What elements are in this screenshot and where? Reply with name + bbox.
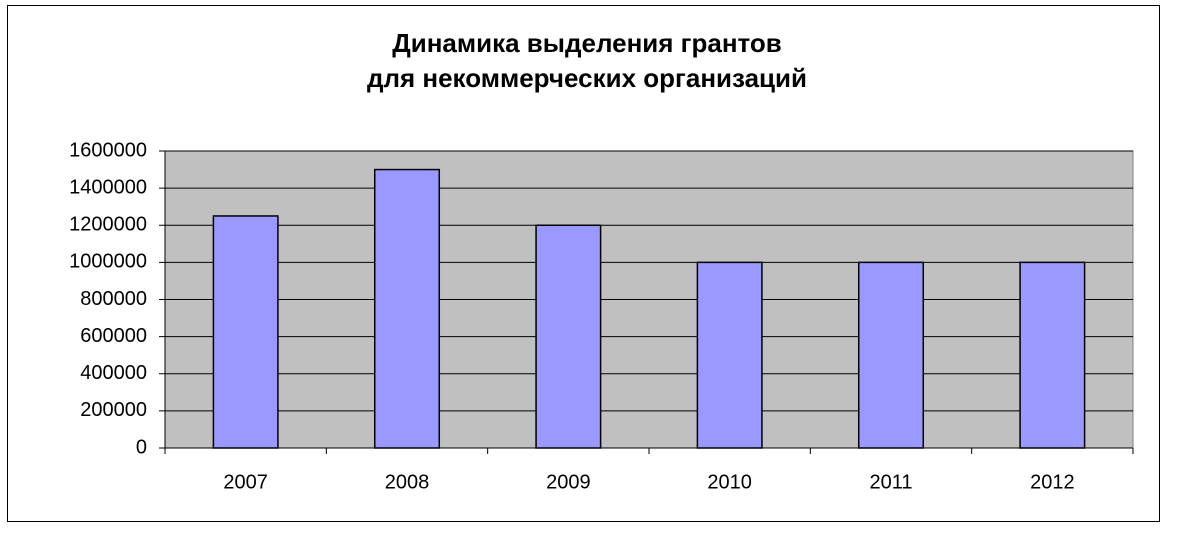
y-tick-label: 0 [136,436,147,458]
x-tick-label: 2011 [869,471,912,493]
y-tick-label: 800000 [80,288,147,310]
y-tick-label: 600000 [80,325,147,347]
chart-title: Динамика выделения грантов [392,28,782,58]
y-tick-label: 1600000 [69,139,147,161]
x-tick-label: 2010 [707,471,752,493]
x-tick-label: 2007 [223,471,268,493]
y-tick-label: 1200000 [69,214,147,236]
x-tick-label: 2009 [546,471,591,493]
bar [857,261,925,449]
y-tick-label: 400000 [80,362,147,384]
y-tick-label: 200000 [80,399,147,421]
bar [1019,261,1086,449]
x-tick-label: 2012 [1030,471,1075,493]
bar [696,261,763,449]
x-tick-label: 2008 [385,471,430,493]
chart-title: для некоммерческих организаций [367,63,807,93]
bar [535,224,602,449]
y-tick-label: 1000000 [69,251,147,273]
y-tick-label: 1400000 [69,176,147,198]
bar [373,168,441,449]
bar [212,215,279,449]
